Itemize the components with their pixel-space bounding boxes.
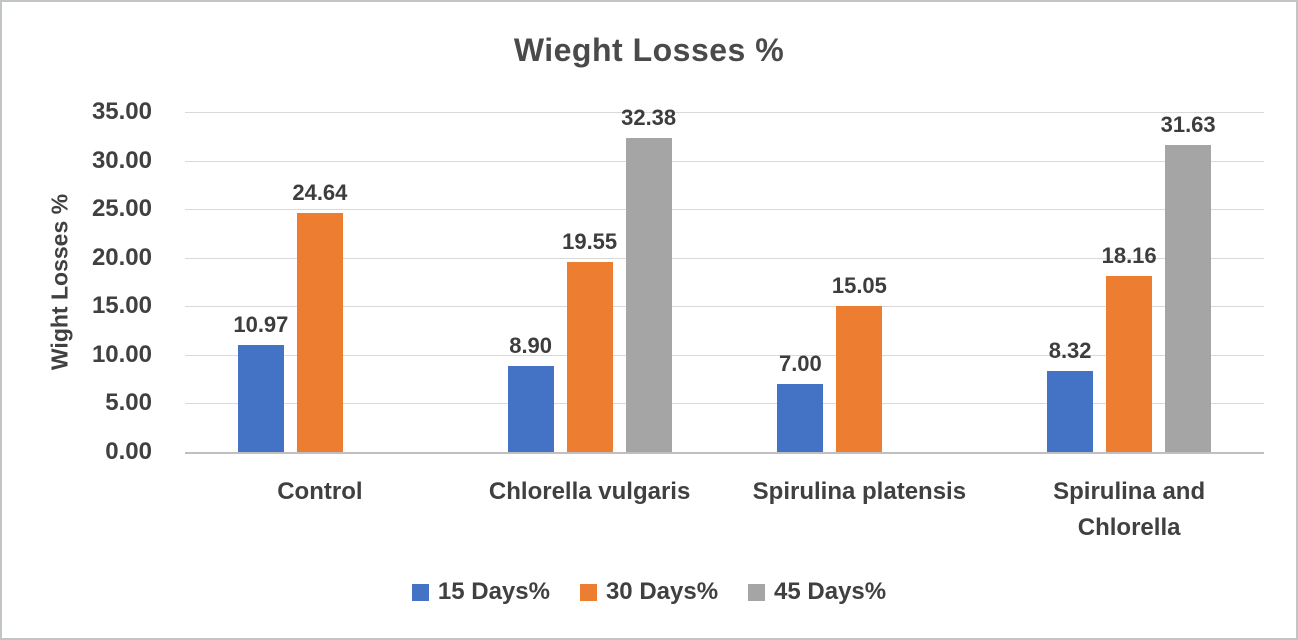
gridline <box>185 403 1264 405</box>
bar-value-label: 24.64 <box>292 179 348 205</box>
bar-group: 8.90 19.55 32.38 <box>455 105 725 452</box>
bar-value-label: 10.97 <box>233 312 289 338</box>
bar: 10.97 <box>233 312 288 452</box>
legend-item: 45 Days% <box>748 578 886 606</box>
bar-value-label: 19.55 <box>562 229 618 255</box>
bar: 8.32 <box>1047 338 1094 452</box>
legend-item: 15 Days% <box>411 578 550 606</box>
y-tick-label: 35.00 <box>91 98 152 125</box>
legend-swatch-icon <box>748 583 766 601</box>
legend-label: 15 Days% <box>437 578 550 605</box>
bar: 18.16 <box>1102 243 1157 452</box>
legend: 15 Days% 30 Days% 45 Days% <box>2 578 1296 606</box>
bar-value-label: 32.38 <box>621 104 677 130</box>
y-tick-label: 20.00 <box>91 243 152 271</box>
gridline <box>185 209 1264 211</box>
bar-value-label: 7.00 <box>778 351 822 376</box>
plot-area: 10.97 24.64 8.90 19.55 32.38 7.00 15.05 8.32 18.… <box>185 105 1264 454</box>
x-category-label: Control <box>277 478 363 505</box>
legend-label: 45 Days% <box>774 578 887 605</box>
bar-value-label: 31.63 <box>1160 111 1216 137</box>
x-axis-labels: Control Chlorella vulgaris Spirulina plate… <box>185 474 1264 546</box>
y-tick-label: 15.00 <box>91 292 152 320</box>
bar-value-label: 15.05 <box>831 272 887 298</box>
gridline <box>185 354 1264 356</box>
bar: 24.64 <box>292 180 347 452</box>
bar-group: 8.32 18.16 31.63 <box>994 112 1264 452</box>
x-category-label: Chlorella vulgaris <box>488 478 691 505</box>
x-category-label: Spirulina platensis <box>752 478 967 505</box>
legend-swatch-icon <box>579 583 597 601</box>
bar: 32.38 <box>621 105 676 452</box>
legend-item: 30 Days% <box>579 578 719 606</box>
y-tick-label: 25.00 <box>91 195 152 223</box>
bar-group: 10.97 24.64 <box>185 112 455 452</box>
bar-value-label: 8.32 <box>1048 338 1092 364</box>
bar-value-label: 8.90 <box>509 332 553 358</box>
gridline <box>185 257 1264 259</box>
y-tick-label: 10.00 <box>91 340 152 368</box>
chart-title: Wieght Losses % <box>513 32 785 68</box>
bar: 19.55 <box>562 229 617 452</box>
x-category-label: Spirulina and Chlorella <box>1053 478 1206 541</box>
bar-group: 7.00 15.05 <box>725 112 995 452</box>
bar-groups: 10.97 24.64 8.90 19.55 32.38 7.00 15.05 8.32 18.… <box>185 105 1264 452</box>
y-tick-label: 30.00 <box>91 146 152 174</box>
bar: 31.63 <box>1161 112 1216 452</box>
legend-label: 30 Days% <box>605 578 719 605</box>
y-tick-label: 0.00 <box>105 438 152 465</box>
gridline <box>185 160 1264 162</box>
gridline <box>185 112 1264 113</box>
bar: 15.05 <box>832 273 887 452</box>
bar-value-label: 18.16 <box>1101 242 1157 268</box>
legend-swatch-icon <box>411 583 429 601</box>
gridline <box>185 306 1264 308</box>
bar: 7.00 <box>777 351 824 452</box>
y-tick-label: 5.00 <box>105 389 152 417</box>
bar: 8.90 <box>507 333 554 452</box>
